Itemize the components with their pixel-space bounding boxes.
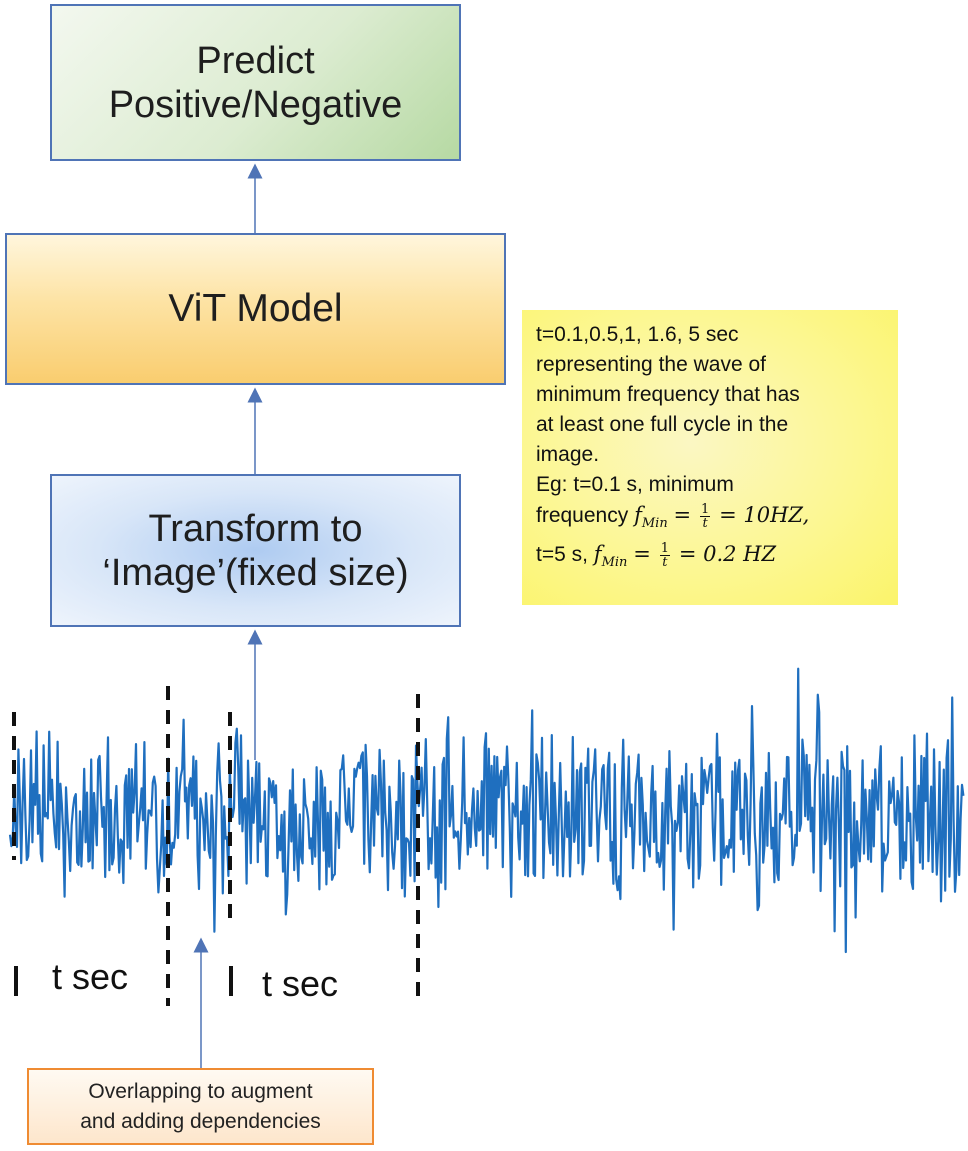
note-line-8-prefix: t=5 s, [536,543,588,567]
fraction-denominator: t [702,515,708,531]
note-line-7-prefix: frequency [536,504,629,527]
note-line-2: representing the wave of [536,353,766,376]
predict-box: Predict Positive/Negative [50,4,461,161]
equals-sign-2: = [633,542,651,567]
equals-sign: = [673,503,692,527]
transform-box: Transform to ‘Image’(fixed size) [50,474,461,627]
fraction-numerator-2: 1 [659,541,670,557]
f-min-symbol-2: fMin [593,542,628,570]
result-10hz: = 10HZ, [719,503,810,527]
predict-box-label: Predict Positive/Negative [108,39,403,126]
fraction-numerator: 1 [700,501,711,517]
f-symbol: f [634,503,642,527]
note-line-5: image. [536,443,600,466]
fraction-denominator-2: t [662,555,668,571]
frequency-note: t=0.1,0.5,1, 1.6, 5 sec representing the… [522,310,898,605]
f-subscript-2: Min [601,555,628,571]
note-line-3: minimum frequency that has [536,383,800,406]
vit-model-label: ViT Model [168,287,343,330]
vit-model-box: ViT Model [5,233,506,385]
note-line-4: at least one full cycle in the [536,413,789,436]
note-line-1: t=0.1,0.5,1, 1.6, 5 sec [536,323,739,346]
f-subscript: Min [641,516,668,532]
segment-label-2: t sec [262,963,339,1004]
overlap-note-box: Overlapping to augment and adding depend… [27,1068,374,1145]
note-line-6: Eg: t=0.1 s, minimum [536,473,734,496]
segment-label-1: t sec [52,956,129,997]
f-symbol-2: f [593,542,602,567]
overlap-note-label: Overlapping to augment and adding depend… [80,1079,321,1133]
f-min-symbol: fMin [634,503,668,531]
result-02hz: = 0.2 HZ [678,542,777,567]
waveform-trace [8,667,965,954]
transform-box-label: Transform to ‘Image’(fixed size) [102,507,409,594]
